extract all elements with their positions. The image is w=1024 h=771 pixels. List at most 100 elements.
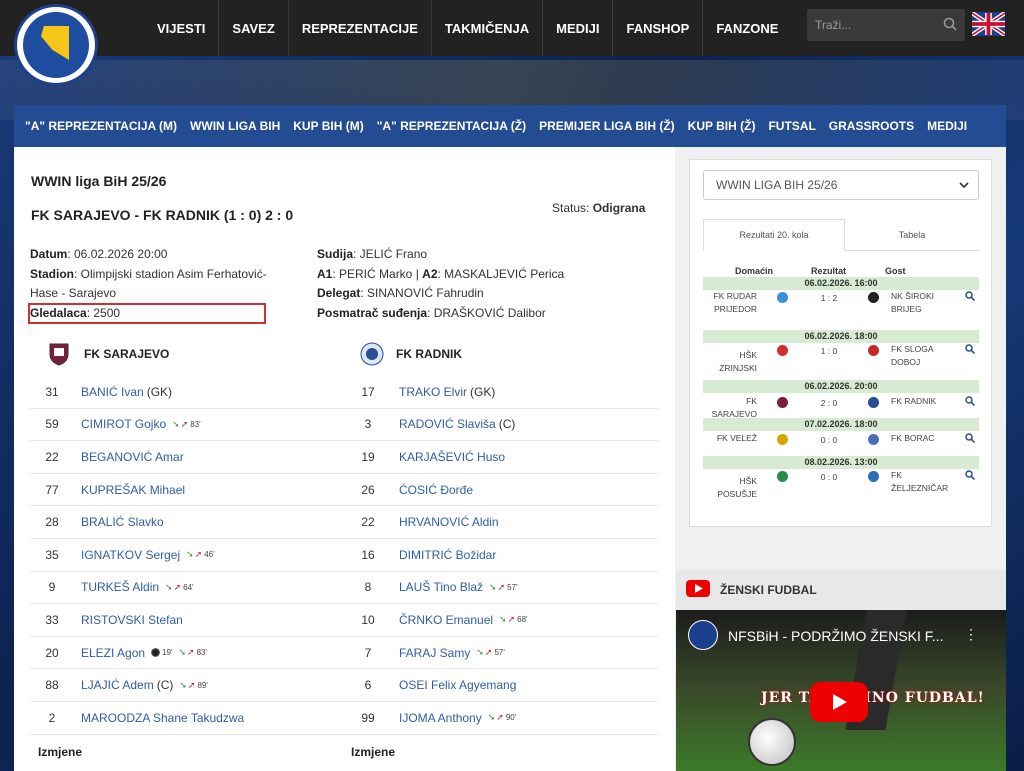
search-icon[interactable] (943, 17, 957, 36)
player-name[interactable]: LJAJIĆ Adem (C) ➘ ➚ 89' (81, 678, 208, 693)
substitution-icon: ➘ ➚ 89' (179, 679, 208, 690)
shirt-number: 2 (48, 710, 56, 725)
radnik-crest-icon (360, 342, 384, 366)
player-name[interactable]: KUPREŠAK Mihael (81, 482, 186, 497)
main-nav: VIJESTI SAVEZ REPREZENTACIJE TAKMIČENJA … (144, 0, 791, 56)
away-team-header: FK RADNIK (360, 339, 462, 369)
match-panel: WWIN liga BiH 25/26 FK SARAJEVO - FK RAD… (14, 147, 675, 771)
result-home-team[interactable]: HŠK ZRINJSKI (719, 350, 757, 373)
player-name[interactable]: OSEI Felix Agyemang (399, 678, 517, 693)
player-name[interactable]: CIMIROT Gojko ➘ ➚ 83' (81, 417, 201, 432)
subnav-wwin-liga[interactable]: WWIN LIGA BIH (190, 119, 281, 133)
player-name[interactable]: ĆOSIĆ Đorđe (399, 482, 474, 497)
shirt-number: 3 (364, 417, 372, 432)
nav-fanshop[interactable]: FANSHOP (613, 0, 704, 56)
player-name[interactable]: IJOMA Anthony ➘ ➚ 90' (399, 710, 517, 725)
result-home-team[interactable]: FK RUDAR PRIJEDOR (713, 291, 757, 314)
tab-table[interactable]: Tabela (898, 230, 926, 240)
result-away-team[interactable]: FK BORAC (891, 433, 935, 443)
play-button[interactable] (810, 682, 868, 722)
match-info-left: Datum: 06.02.2026 20:00 Stadion: Olimpij… (30, 247, 267, 320)
player-name[interactable]: ELEZI Agon 19' ➘ ➚ 83' (81, 645, 208, 660)
player-name[interactable]: BRALIĆ Slavko (81, 515, 164, 530)
player-name[interactable]: BEGANOVIĆ Amar (81, 449, 184, 464)
substitution-icon: ➘ ➚ 90' (487, 712, 517, 723)
result-home-team[interactable]: FK SARAJEVO (711, 396, 757, 419)
lineups-table: 31 BANIĆ Ivan (GK) 17 TRAKO Elvir (GK) 59 CIMIR… (30, 376, 658, 735)
nav-reprezentacije[interactable]: REPREZENTACIJE (289, 0, 432, 56)
subnav-a-rep-m[interactable]: "A" REPREZENTACIJA (M) (25, 119, 178, 133)
away-crest-icon (868, 471, 879, 482)
search-icon[interactable] (965, 344, 976, 356)
shirt-number: 7 (364, 645, 372, 660)
subnav-kup-z[interactable]: KUP BIH (Ž) (687, 119, 756, 133)
nav-vijesti[interactable]: VIJESTI (144, 0, 220, 56)
subnav-grassroots[interactable]: GRASSROOTS (828, 119, 915, 133)
result-date: 06.02.2026. 20:00 (703, 380, 979, 393)
result-away-team[interactable]: FK RADNIK (891, 396, 937, 406)
search-icon[interactable] (965, 433, 976, 445)
player-name[interactable]: DIMITRIĆ Božidar (399, 547, 497, 562)
player-name[interactable]: TRAKO Elvir (GK) (399, 384, 496, 399)
sidebar: WWIN LIGA BIH 25/26 Rezultati 20. kola T… (676, 147, 1006, 771)
player-name[interactable]: IGNATKOV Sergej ➘ ➚ 46' (81, 547, 215, 562)
football-image (748, 718, 796, 766)
nav-fanzone[interactable]: FANZONE (716, 20, 779, 36)
tab-results[interactable]: Rezultati 20. kola (703, 219, 845, 251)
player-name[interactable]: BANIĆ Ivan (GK) (81, 384, 173, 399)
substitution-icon: ➘ ➚ 57' (476, 647, 505, 658)
subnav-a-rep-z[interactable]: "A" REPREZENTACIJA (Ž) (376, 119, 527, 133)
search-input[interactable] (815, 18, 935, 32)
video-title[interactable]: NFSBiH - PODRŽIMO ŽENSKI F... (728, 628, 944, 644)
result-away-team[interactable]: FK ŽELJEZNIČAR (891, 470, 949, 493)
player-name[interactable]: ČRNKO Emanuel ➘ ➚ 68' (399, 612, 528, 627)
shirt-number: 10 (361, 612, 375, 627)
lineup-row: 33 RISTOVSKI Stefan 10 ČRNKO Emanuel ➘ ➚ 68' (30, 604, 658, 637)
result-home-team[interactable]: FK VELEŽ (716, 433, 757, 443)
channel-avatar[interactable] (688, 620, 718, 650)
nav-savez[interactable]: SAVEZ (219, 0, 289, 56)
substitution-icon: ➘ ➚ 83' (178, 647, 208, 658)
lineup-row: 22 BEGANOVIĆ Amar 19 KARJAŠEVIĆ Huso (30, 441, 658, 474)
search-icon[interactable] (965, 291, 976, 303)
away-substitutions-label: Izmjene (351, 745, 396, 759)
result-home-team[interactable]: HŠK POSUŠJE (717, 476, 757, 499)
match-status: Status: Odigrana (552, 201, 646, 215)
subnav-premijer-z[interactable]: PREMIJER LIGA BIH (Ž) (539, 119, 675, 133)
result-away-team[interactable]: NK ŠIROKI BRIJEG (891, 291, 934, 314)
player-name[interactable]: RADOVIĆ Slaviša (C) (399, 417, 516, 432)
subnav-kup-m[interactable]: KUP BIH (M) (293, 119, 364, 133)
nfsbih-logo[interactable] (14, 4, 98, 86)
zenski-fudbal-header: ŽENSKI FUDBAL (676, 570, 1006, 610)
subnav-mediji[interactable]: MEDIJI (927, 119, 968, 133)
shirt-number: 22 (361, 515, 375, 530)
shirt-number: 26 (361, 482, 375, 497)
home-crest-icon (777, 434, 788, 445)
shirt-number: 19 (361, 449, 375, 464)
shirt-number: 59 (45, 417, 59, 432)
uk-flag-icon[interactable] (972, 12, 1005, 36)
substitution-icon: ➘ ➚ 57' (489, 581, 518, 592)
video-embed[interactable]: NFSBiH - PODRŽIMO ŽENSKI F... ⋮ JER T...… (676, 610, 1006, 771)
player-name[interactable]: RISTOVSKI Stefan (81, 612, 183, 627)
search-icon[interactable] (965, 396, 976, 408)
shirt-number: 28 (45, 515, 59, 530)
more-options-icon[interactable]: ⋮ (964, 626, 978, 642)
shirt-number: 77 (45, 482, 59, 497)
nav-takmicenja[interactable]: TAKMIČENJA (432, 0, 544, 56)
home-crest-icon (777, 292, 788, 303)
results-panel: WWIN LIGA BIH 25/26 Rezultati 20. kola T… (689, 159, 992, 527)
result-away-team[interactable]: FK SLOGA DOBOJ (891, 344, 934, 367)
nav-mediji[interactable]: MEDIJI (543, 0, 614, 56)
player-name[interactable]: MAROODZA Shane Takudzwa (81, 710, 245, 725)
result-date: 07.02.2026. 18:00 (703, 418, 979, 431)
player-name[interactable]: FARAJ Samy ➘ ➚ 57' (399, 645, 505, 660)
search-icon[interactable] (965, 470, 976, 482)
subnav-futsal[interactable]: FUTSAL (768, 119, 816, 133)
player-name[interactable]: HRVANOVIĆ Aldin (399, 515, 499, 530)
player-name[interactable]: LAUŠ Tino Blaž ➘ ➚ 57' (399, 580, 518, 595)
league-select[interactable]: WWIN LIGA BIH 25/26 (703, 170, 979, 200)
lineup-row: 88 LJAJIĆ Adem (C) ➘ ➚ 89' 6 OSEI Felix Agyeman… (30, 669, 658, 702)
player-name[interactable]: KARJAŠEVIĆ Huso (399, 449, 506, 464)
player-name[interactable]: TURKEŠ Aldin ➘ ➚ 64' (81, 580, 194, 595)
